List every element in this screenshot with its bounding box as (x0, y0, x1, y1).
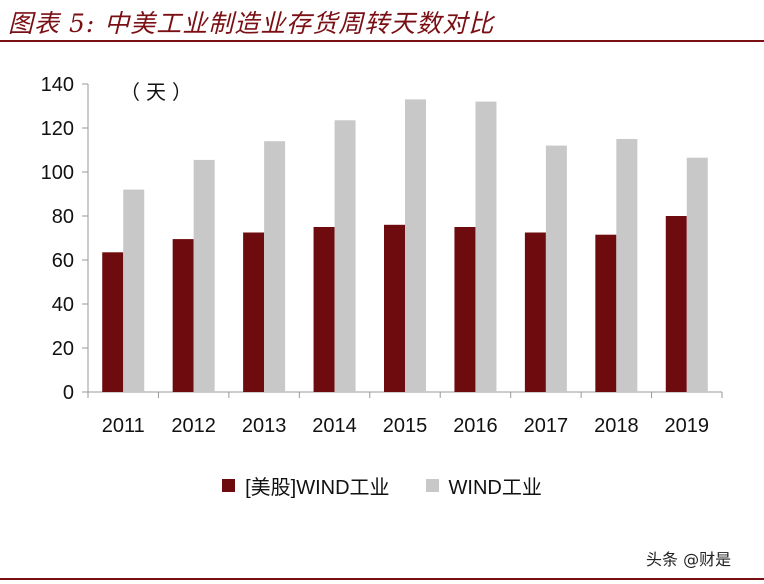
x-tick-label: 2012 (171, 415, 216, 437)
bar-series-1-2014 (313, 227, 335, 392)
bar-series-2-2011 (123, 189, 145, 392)
legend: [美股]WIND工业 WIND工业 (0, 470, 764, 500)
legend-label-series-2: WIND工业 (448, 476, 542, 499)
x-tick-label: 2018 (594, 415, 639, 437)
watermark: 头条 @财是 (646, 550, 732, 569)
bar-series-1-2012 (172, 239, 194, 392)
x-tick-label: 2019 (665, 415, 710, 437)
bar-series-1-2015 (384, 224, 405, 392)
y-tick-label: 0 (63, 382, 74, 404)
bar-series-1-2019 (665, 216, 687, 392)
x-axis: 2011 2012 2013 2014 2015 2016 2017 2018 2019 (87, 391, 723, 437)
legend-swatch-series-1 (222, 478, 236, 492)
x-tick-label: 2016 (453, 415, 498, 437)
y-tick-label: 120 (41, 118, 74, 140)
unit-label: （天） (120, 80, 198, 104)
x-tick-label: 2011 (102, 415, 145, 437)
title-divider (0, 40, 764, 42)
y-tick-label: 20 (52, 338, 74, 360)
bar-series-2-2016 (475, 101, 497, 392)
bar-series-1-2013 (243, 232, 265, 392)
bar-series-2-2015 (405, 99, 426, 393)
bar-series-1-2018 (595, 234, 617, 392)
x-tick-label: 2017 (524, 415, 569, 437)
y-tick-label: 100 (41, 162, 74, 184)
chart-title: 图表 5: 中美工业制造业存货周转天数对比 (8, 9, 495, 38)
bar-series-1-2016 (454, 227, 476, 392)
legend-item-series-2: WIND工业 (425, 471, 542, 500)
bar-series-1-2017 (524, 232, 546, 392)
legend-label-series-1: [美股]WIND工业 (245, 476, 390, 499)
bar-series-2-2014 (334, 120, 356, 393)
bar-series-2-2019 (686, 157, 708, 392)
y-axis: 0 20 40 60 80 100 120 140 (41, 74, 89, 404)
bar-series-2-2018 (616, 139, 638, 392)
y-tick-label: 140 (41, 74, 74, 96)
y-tick-label: 80 (52, 206, 74, 228)
x-tick-label: 2015 (383, 415, 428, 437)
legend-swatch-series-2 (425, 478, 439, 492)
bar-series-2-2013 (264, 141, 286, 392)
bar-series-1-2011 (102, 252, 124, 392)
y-tick-label: 60 (52, 250, 74, 272)
bars (102, 99, 708, 393)
footer-divider (0, 578, 764, 580)
x-tick-label: 2013 (242, 415, 287, 437)
x-tick-label: 2014 (312, 415, 357, 437)
legend-item-series-1: [美股]WIND工业 (222, 471, 390, 500)
y-tick-label: 40 (52, 294, 74, 316)
bar-series-2-2012 (193, 159, 215, 392)
bar-series-2-2017 (545, 145, 567, 392)
